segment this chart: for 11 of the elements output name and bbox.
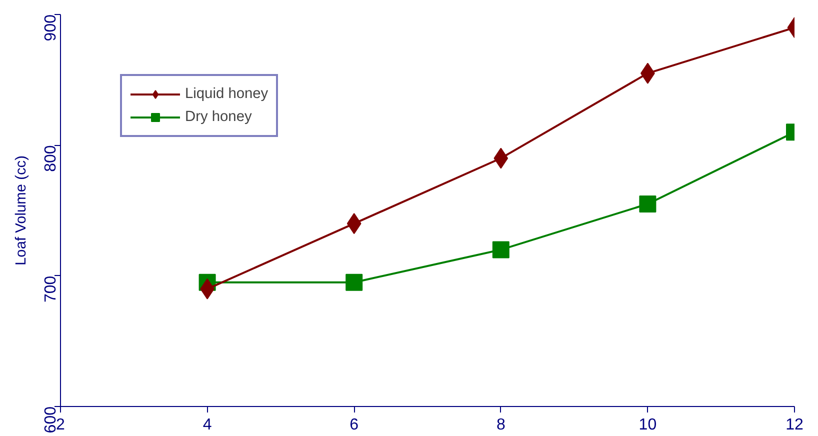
legend-label: Liquid honey <box>185 86 268 102</box>
y-tick-label: 700 <box>42 276 60 303</box>
y-tick-label: 800 <box>42 145 60 172</box>
y-axis-title: Loaf Volume (cc) <box>14 156 30 266</box>
x-tick-label: 12 <box>786 416 804 434</box>
x-tick-label: 8 <box>496 416 506 434</box>
legend-label: Dry honey <box>185 109 252 125</box>
x-tick-label: 4 <box>202 416 212 434</box>
x-tick-label: 6 <box>350 416 359 434</box>
x-tick-label: 10 <box>638 416 657 434</box>
y-tick-label: 900 <box>42 14 60 42</box>
